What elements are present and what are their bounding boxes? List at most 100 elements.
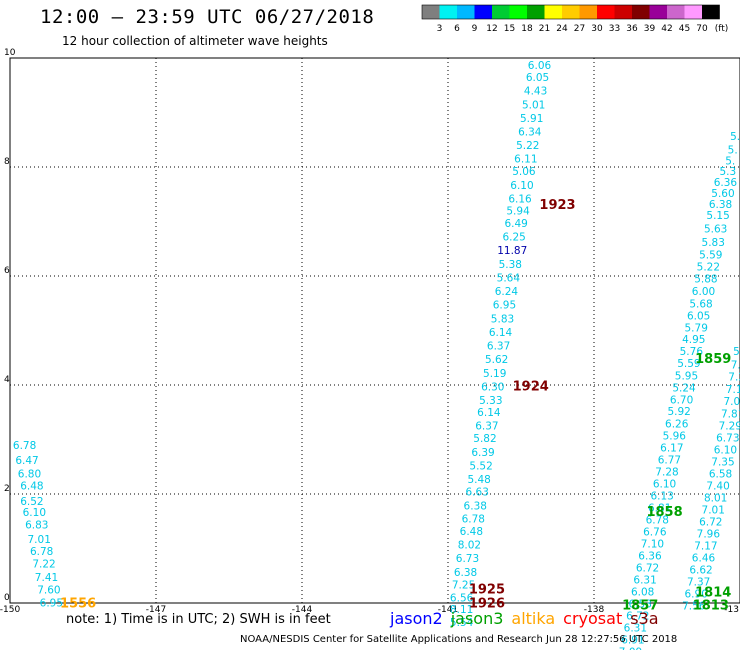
swh-value-label: 7.01 bbox=[702, 505, 725, 517]
scale-swatch bbox=[422, 5, 440, 19]
swh-value-label: 6.34 bbox=[518, 126, 542, 138]
swh-value-label: 6.80 bbox=[18, 469, 41, 481]
swh-value-label: 7.20 bbox=[728, 372, 740, 384]
y-tick-label: 8 bbox=[4, 157, 10, 167]
swh-value-label: 5.83 bbox=[491, 313, 514, 325]
swh-value-label: 6.81 bbox=[648, 502, 671, 514]
scale-swatch bbox=[509, 5, 527, 19]
swh-value-label: 5.79 bbox=[685, 323, 708, 335]
pass-time-label: 1924 bbox=[513, 379, 549, 394]
scale-swatch bbox=[457, 5, 475, 19]
swh-value-label: 6.31 bbox=[624, 622, 647, 634]
swh-value-label: 6.72 bbox=[636, 562, 659, 574]
swh-value-label: 5.01 bbox=[522, 100, 545, 112]
swh-value-label: 6.13 bbox=[650, 490, 673, 502]
x-tick-label: -150 bbox=[0, 605, 20, 615]
satellite-legend: jason2 jason3 altika cryosat s3a bbox=[390, 609, 667, 628]
scale-swatch bbox=[439, 5, 457, 19]
swh-value-label: 5.95 bbox=[675, 371, 698, 383]
y-tick-label: 6 bbox=[4, 266, 10, 276]
swh-value-label: 6.38 bbox=[709, 199, 732, 211]
swh-value-label: 7.37 bbox=[687, 577, 710, 589]
swh-value-label: 7.40 bbox=[706, 481, 729, 493]
swh-value-label: 6.46 bbox=[692, 553, 716, 565]
pass-time-label: 1813 bbox=[693, 599, 729, 614]
swh-value-label: 4.95 bbox=[682, 334, 705, 346]
swh-value-label: 7.01 bbox=[731, 360, 740, 372]
swh-value-label: 5. bbox=[728, 144, 738, 156]
swh-value-label: 5.52 bbox=[469, 460, 492, 472]
swh-value-label: 6.78 bbox=[462, 513, 485, 525]
swh-value-label: 6.49 bbox=[504, 218, 527, 230]
scale-swatch bbox=[614, 5, 632, 19]
swh-value-label: 6.30 bbox=[481, 381, 504, 393]
swh-value-label: 6.56 bbox=[450, 592, 474, 604]
swh-value-label: 6.36 bbox=[714, 177, 738, 189]
swh-value-label: 6.05 bbox=[526, 72, 549, 84]
swh-value-label: 6.62 bbox=[689, 565, 712, 577]
grid-lines bbox=[10, 58, 740, 603]
scale-swatch bbox=[562, 5, 580, 19]
plot-frame bbox=[9, 57, 740, 604]
footer-note: note: 1) Time is in UTC; 2) SWH is in fe… bbox=[66, 612, 331, 627]
swh-value-label: 7.56 bbox=[682, 601, 706, 613]
scale-tick-label: 18 bbox=[521, 24, 533, 34]
swh-value-label: 7.35 bbox=[711, 457, 734, 469]
swh-value-label: 6.72 bbox=[699, 517, 722, 529]
swh-value-label: 6.36 bbox=[638, 550, 662, 562]
swh-value-label: 6.06 bbox=[528, 60, 552, 72]
swh-value-label: 6.16 bbox=[508, 193, 532, 205]
scale-swatch bbox=[579, 5, 597, 19]
scale-tick-label: 9 bbox=[472, 24, 478, 34]
legend-jason3: jason3 bbox=[450, 609, 504, 628]
swh-value-label: 8.02 bbox=[458, 540, 481, 552]
swh-value-label: 6.73 bbox=[456, 553, 479, 565]
swh-value-label: 6.38 bbox=[454, 567, 477, 579]
swh-value-label: 6.11 bbox=[514, 154, 537, 166]
swh-value-label: 6.53 bbox=[629, 598, 652, 610]
swh-value-label: 6.10 bbox=[510, 180, 533, 192]
legend-s3a: s3a bbox=[630, 609, 659, 628]
swh-value-label: 5.94 bbox=[506, 205, 530, 217]
swh-value-label: 5.92 bbox=[667, 406, 690, 418]
swh-value-label: 5.59 bbox=[677, 358, 700, 370]
swh-value-label: 7.28 bbox=[655, 466, 678, 478]
scale-swatch bbox=[649, 5, 667, 19]
page-subtitle: 12 hour collection of altimeter wave hei… bbox=[62, 34, 328, 48]
swh-value-label: 5.15 bbox=[706, 210, 729, 222]
swh-value-label: 5.68 bbox=[689, 299, 712, 311]
swh-value-label: 7.25 bbox=[452, 579, 475, 591]
swh-value-label: 6.73 bbox=[716, 433, 739, 445]
swh-value-label: 6.63 bbox=[466, 487, 489, 499]
swh-value-label: 6.31 bbox=[633, 574, 656, 586]
scale-tick-label: 30 bbox=[591, 24, 603, 34]
swh-value-label: 5. bbox=[730, 131, 740, 143]
legend-jason2: jason2 bbox=[390, 609, 443, 628]
pass-time-label: 1858 bbox=[646, 505, 682, 520]
swh-value-label: 6.39 bbox=[471, 447, 494, 459]
color-scale: 3 6 9 12 15 18 21 24 27 30 33 36 39 42 45 70 (ft) bbox=[421, 4, 729, 34]
swh-value-label: 6.25 bbox=[502, 232, 525, 244]
scale-swatch bbox=[544, 5, 562, 19]
scale-swatch bbox=[702, 5, 720, 19]
swh-value-label: 7.41 bbox=[35, 572, 58, 584]
swh-value-label: 5.54 bbox=[450, 617, 474, 629]
scale-tick-label: 36 bbox=[626, 24, 638, 34]
x-tick-label: -144 bbox=[292, 605, 313, 615]
swh-value-label: 5.22 bbox=[516, 140, 539, 152]
swh-value-label: 5. bbox=[725, 155, 735, 167]
scale-swatch bbox=[527, 5, 545, 19]
swh-value-label: 6.78 bbox=[646, 514, 669, 526]
swh-value-label: 6.10 bbox=[653, 478, 676, 490]
scale-tick-label: 6 bbox=[454, 24, 460, 34]
scale-swatch bbox=[492, 5, 510, 19]
swh-value-label: 6.95 bbox=[493, 300, 516, 312]
scale-unit: (ft) bbox=[715, 24, 729, 34]
swh-value-label: 6.14 bbox=[477, 407, 501, 419]
swh-value-label: 5.91 bbox=[520, 113, 543, 125]
swh-value-label: 6.37 bbox=[475, 421, 498, 433]
swh-value-label: 6.78 bbox=[13, 440, 36, 452]
swh-value-label: 5.22 bbox=[697, 262, 720, 274]
